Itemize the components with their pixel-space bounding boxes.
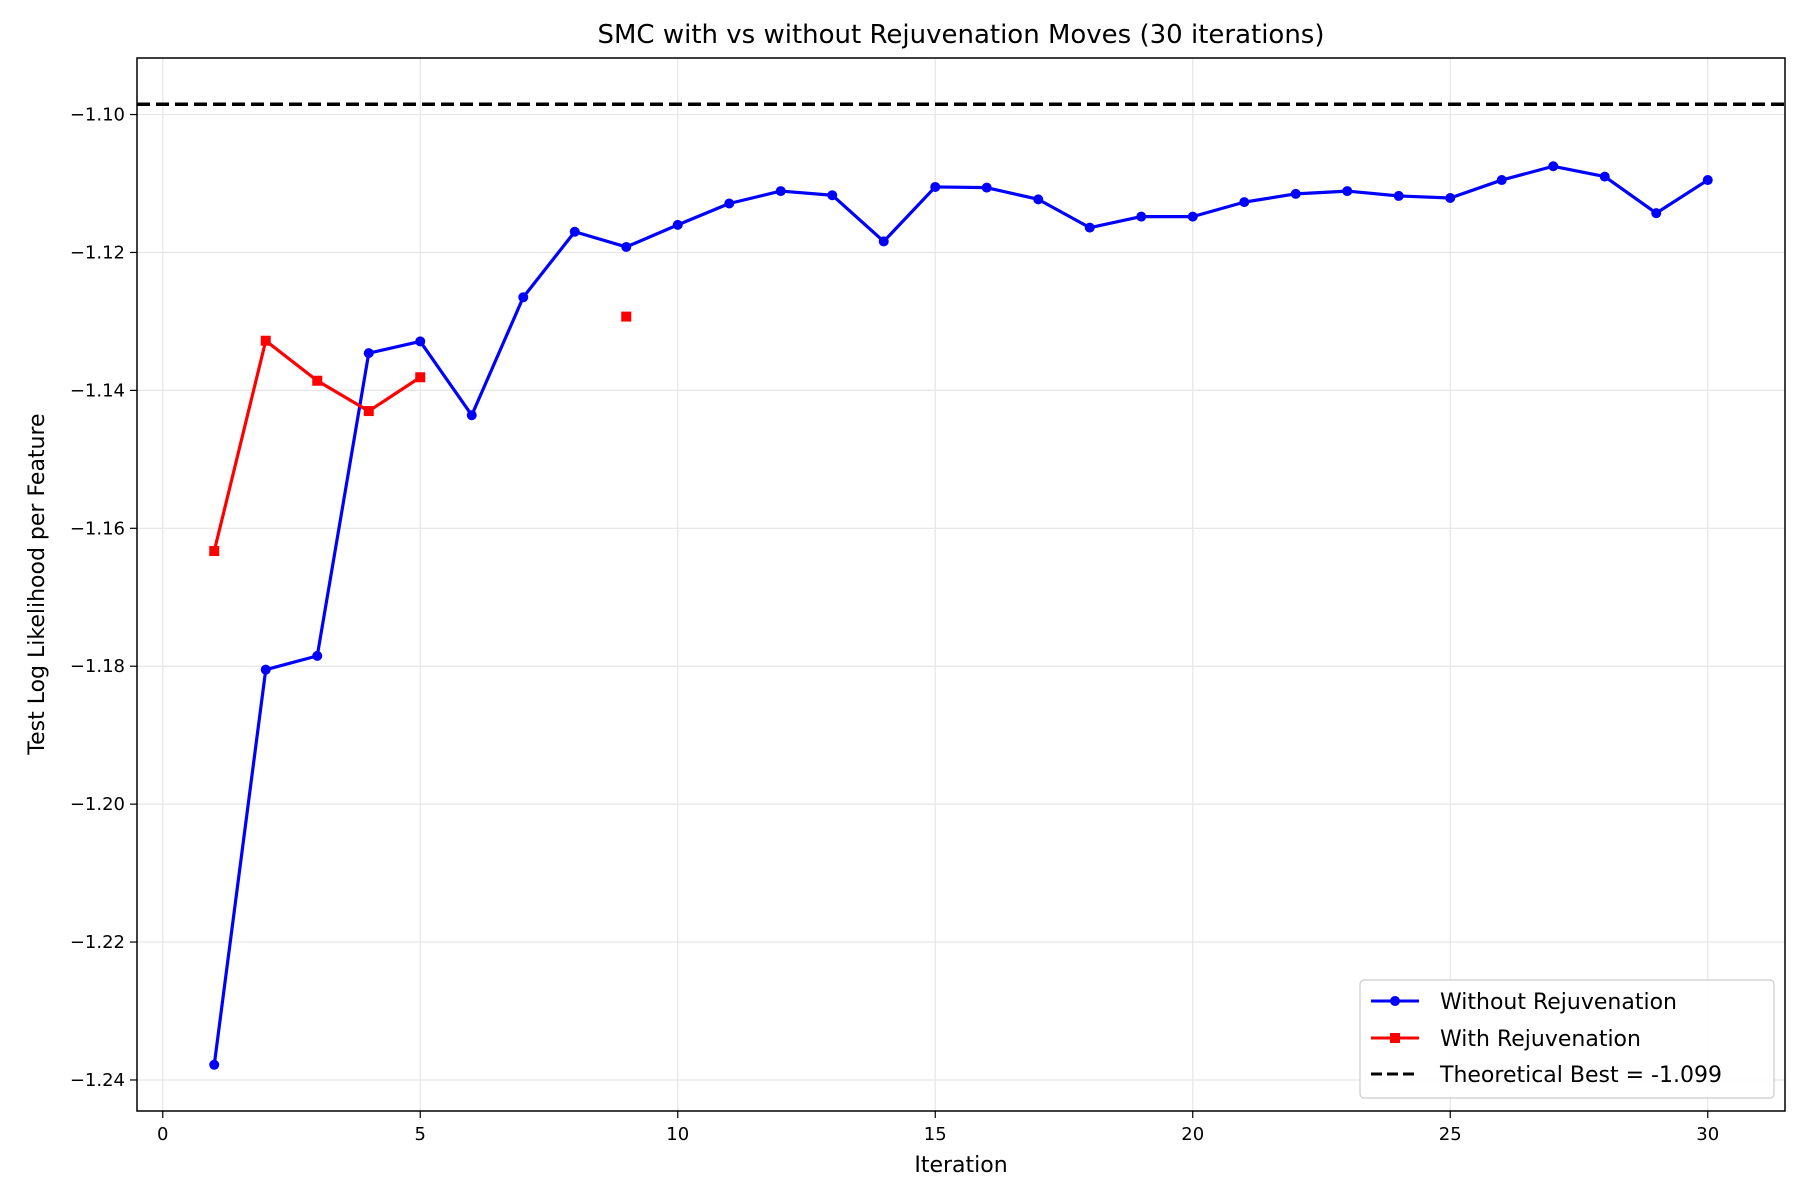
data-point-without-rejuvenation <box>1496 175 1507 186</box>
y-tick-label: −1.22 <box>70 932 125 953</box>
x-tick-label: 5 <box>415 1124 426 1145</box>
data-point-without-rejuvenation <box>878 236 889 247</box>
series-without-rejuvenation <box>209 161 1713 1070</box>
data-point-without-rejuvenation <box>415 336 426 347</box>
data-point-without-rejuvenation <box>1445 192 1456 203</box>
plot-area-frame <box>136 57 1786 1112</box>
y-axis-ticks: −1.24 −1.22 −1.20 −1.18 −1.16 −1.14 −1.12 −1.10 <box>70 105 137 1091</box>
series-with-rejuvenation <box>209 311 632 557</box>
data-point-without-rejuvenation <box>1548 161 1559 172</box>
legend-without-rejuvenation-label: Without Rejuvenation <box>1440 990 1677 1015</box>
chart-title: SMC with vs without Rejuvenation Moves (… <box>598 20 1325 50</box>
data-point-without-rejuvenation <box>1702 175 1713 186</box>
data-point-without-rejuvenation <box>621 241 632 252</box>
data-point-without-rejuvenation <box>672 219 683 230</box>
data-point-with-rejuvenation <box>209 546 220 557</box>
data-point-without-rejuvenation <box>518 292 529 303</box>
data-point-without-rejuvenation <box>775 186 786 197</box>
data-point-without-rejuvenation <box>1084 222 1095 233</box>
x-tick-label: 30 <box>1696 1124 1719 1145</box>
y-tick-label: −1.10 <box>70 105 125 126</box>
data-point-without-rejuvenation <box>724 198 735 209</box>
data-point-without-rejuvenation <box>981 182 992 193</box>
data-point-with-rejuvenation <box>621 311 632 322</box>
y-tick-label: −1.24 <box>70 1070 125 1091</box>
legend-without-rejuvenation-marker <box>1390 996 1400 1006</box>
x-axis-ticks: 0 5 10 15 20 25 30 <box>157 1111 1719 1145</box>
legend-with-rejuvenation-label: With Rejuvenation <box>1440 1027 1641 1052</box>
data-point-with-rejuvenation <box>312 375 323 386</box>
data-point-without-rejuvenation <box>1290 188 1301 199</box>
legend-theoretical-best-label: Theoretical Best = -1.099 <box>1439 1063 1722 1088</box>
x-tick-label: 10 <box>666 1124 689 1145</box>
grid-lines <box>137 58 1785 1111</box>
x-tick-label: 20 <box>1181 1124 1204 1145</box>
x-tick-label: 25 <box>1439 1124 1462 1145</box>
data-point-without-rejuvenation <box>569 226 580 237</box>
data-point-without-rejuvenation <box>466 410 477 421</box>
data-point-without-rejuvenation <box>260 664 271 675</box>
data-point-without-rejuvenation <box>1239 197 1250 208</box>
data-point-without-rejuvenation <box>827 190 838 201</box>
data-point-without-rejuvenation <box>930 181 941 192</box>
legend-box <box>1359 979 1775 1099</box>
data-point-without-rejuvenation <box>363 348 374 359</box>
y-tick-label: −1.16 <box>70 518 125 539</box>
data-point-without-rejuvenation <box>1033 194 1044 205</box>
data-point-without-rejuvenation <box>1393 190 1404 201</box>
x-tick-label: 15 <box>924 1124 947 1145</box>
data-point-without-rejuvenation <box>1342 186 1353 197</box>
series-line-with-rejuvenation <box>212 339 422 552</box>
data-point-with-rejuvenation <box>415 372 426 383</box>
data-point-with-rejuvenation <box>260 335 271 346</box>
x-tick-label: 0 <box>157 1124 168 1145</box>
y-tick-label: −1.18 <box>70 656 125 677</box>
data-point-without-rejuvenation <box>1651 208 1662 219</box>
y-axis-title: Test Log Likelihood per Feature <box>25 413 50 755</box>
data-point-without-rejuvenation <box>209 1059 220 1070</box>
series-layer <box>209 161 1713 1070</box>
data-point-without-rejuvenation <box>1599 171 1610 182</box>
legend: Without Rejuvenation With Rejuvenation T… <box>1359 979 1775 1099</box>
data-point-without-rejuvenation <box>1136 211 1147 222</box>
y-tick-label: −1.12 <box>70 242 125 263</box>
y-tick-label: −1.20 <box>70 794 125 815</box>
data-point-without-rejuvenation <box>1187 211 1198 222</box>
data-point-without-rejuvenation <box>312 650 323 661</box>
legend-with-rejuvenation-marker <box>1390 1033 1400 1043</box>
data-point-with-rejuvenation <box>363 406 374 417</box>
series-line-without-rejuvenation <box>212 164 1709 1066</box>
x-axis-title: Iteration <box>914 1153 1007 1178</box>
y-tick-label: −1.14 <box>70 380 125 401</box>
